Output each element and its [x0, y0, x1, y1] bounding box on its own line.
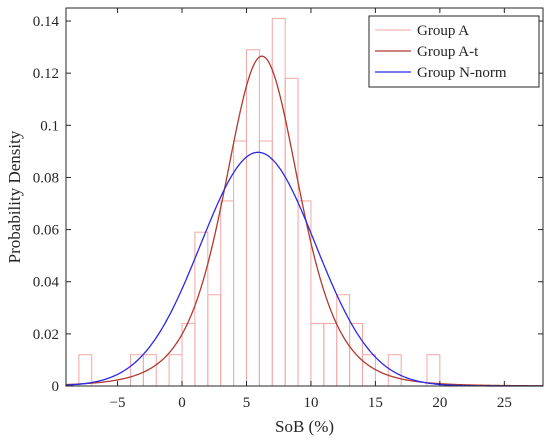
- x-tick-label: 10: [303, 395, 318, 411]
- x-tick-label: 20: [432, 395, 447, 411]
- x-tick-label: 15: [368, 395, 383, 411]
- y-tick-label: 0.1: [40, 118, 59, 134]
- x-axis-label: SoB (%): [275, 417, 334, 436]
- legend-label-group-a-t: Group A-t: [417, 44, 479, 60]
- legend-label-group-n-norm: Group N-norm: [417, 65, 507, 81]
- fit-line-group-a-t: [65, 55, 544, 387]
- x-tick-label: 5: [243, 395, 251, 411]
- y-tick-label: 0.14: [33, 14, 60, 30]
- y-tick-label: 0.08: [33, 170, 59, 186]
- y-tick-label: 0.12: [33, 66, 59, 82]
- axis-ticks-layer: −5 0 5 10 15 20 25 0 0.02 0.04 0.06 0.08 0.1 0.12 0.14: [33, 8, 543, 411]
- x-tick-label: −5: [110, 395, 126, 411]
- legend-label-group-a: Group A: [417, 23, 469, 39]
- x-tick-label: 25: [497, 395, 512, 411]
- y-tick-label: 0.04: [33, 275, 60, 291]
- y-tick-label: 0.06: [33, 223, 60, 239]
- y-axis-label: Probability Density: [5, 130, 24, 263]
- legend: Group A Group A-t Group N-norm: [368, 15, 540, 88]
- y-tick-label: 0.02: [33, 327, 59, 343]
- plot-area-frame: [65, 7, 544, 387]
- x-tick-label: 0: [178, 395, 186, 411]
- y-tick-label: 0: [52, 379, 60, 395]
